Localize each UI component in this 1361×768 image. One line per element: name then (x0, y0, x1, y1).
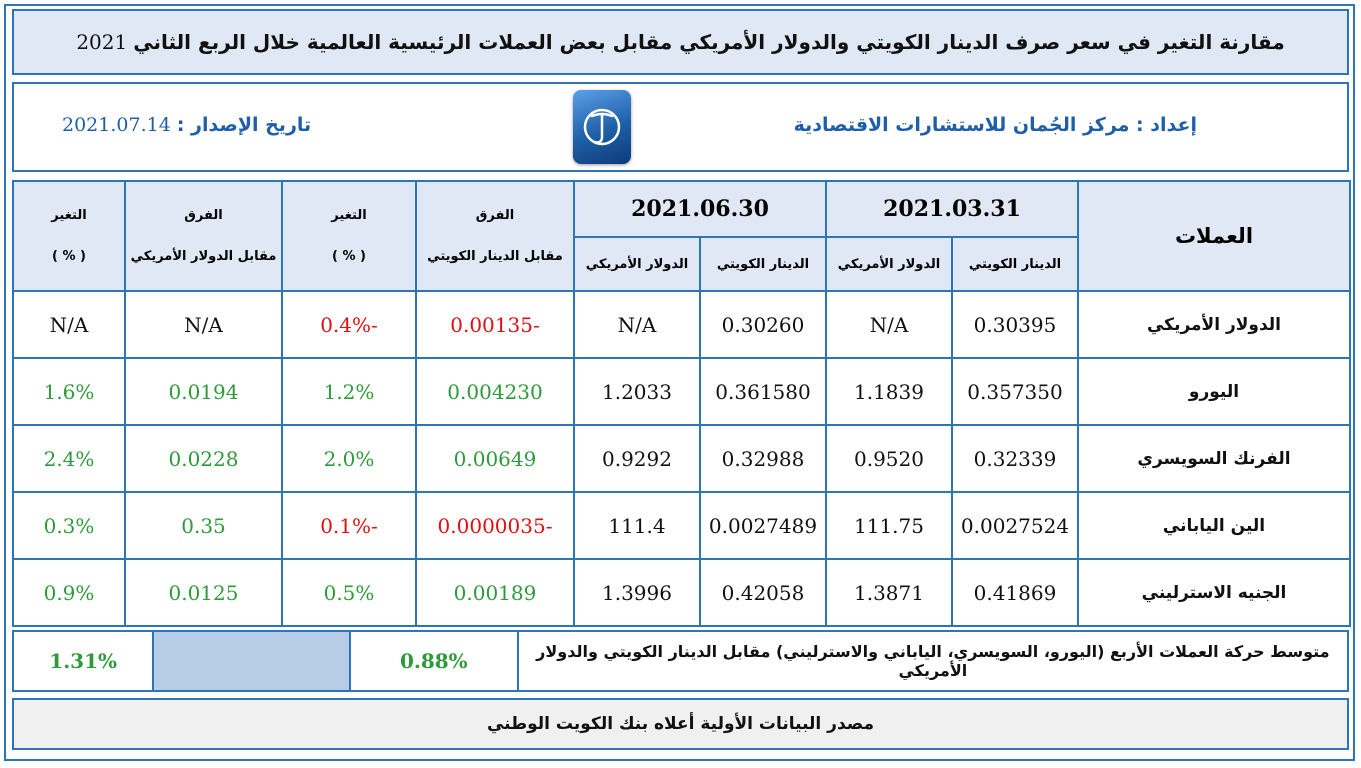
cell-usd1: 0.9520 (825, 424, 953, 493)
usd-col-header-2: الدولار الأمريكي (573, 236, 701, 292)
cell-chg-usd: 0.3% (12, 491, 126, 560)
cell-kwd2: 0.30260 (699, 290, 827, 359)
pct-label: ( % ) (52, 249, 86, 264)
issue-date-value: 2021.07.14 (62, 114, 171, 136)
vs-kwd-label: مقابل الدينار الكويتي (427, 249, 563, 264)
table-row: اليورو 0.357350 1.1839 0.361580 1.2033 0.0042… (12, 357, 1351, 426)
date2-header: 2021.06.30 (573, 180, 827, 238)
cell-chg-kwd: -0.4% (281, 290, 417, 359)
table-row: الدولار الأمريكي 0.30395 N/A 0.30260 N/A -0.0… (12, 290, 1351, 359)
currency-name: الدولار الأمريكي (1077, 290, 1351, 359)
pct-label: ( % ) (332, 249, 366, 264)
kwd-col-header-1: الدينار الكويتي (951, 236, 1079, 292)
rates-table: العملات 2021.03.31 2021.06.30 الفرق مقاب… (12, 180, 1351, 627)
cell-kwd1: 0.41869 (951, 558, 1079, 627)
cell-chg-usd: 1.6% (12, 357, 126, 426)
cell-diff-usd: 0.0228 (124, 424, 283, 493)
cell-diff-kwd: 0.00189 (415, 558, 575, 627)
date1-header: 2021.03.31 (825, 180, 1079, 238)
report-title: مقارنة التغير في سعر صرف الدينار الكويتي… (12, 9, 1349, 75)
currency-name: الين الياباني (1077, 491, 1351, 560)
average-label: متوسط حركة العملات الأربع (اليورو، السوي… (516, 630, 1350, 692)
currencies-header: العملات (1077, 180, 1351, 292)
diff-label: الفرق (475, 208, 515, 223)
cell-kwd1: 0.32339 (951, 424, 1079, 493)
cell-kwd1: 0.30395 (951, 290, 1079, 359)
cell-diff-kwd: 0.004230 (415, 357, 575, 426)
average-vs-usd: 1.31% (11, 630, 155, 692)
cell-diff-usd: 0.0125 (124, 558, 283, 627)
table-row: الجنيه الاسترليني 0.41869 1.3871 0.42058 1.3… (12, 558, 1351, 627)
average-row: متوسط حركة العملات الأربع (اليورو، السوي… (11, 630, 1350, 692)
average-blank-cell (152, 630, 351, 692)
cell-usd2: 1.2033 (573, 357, 701, 426)
currency-name: اليورو (1077, 357, 1351, 426)
cell-usd2: N/A (573, 290, 701, 359)
change-kwd-header: التغير ( % ) (281, 180, 417, 292)
cell-usd1: 1.1839 (825, 357, 953, 426)
cell-chg-usd: 0.9% (12, 558, 126, 627)
kwd-col-header-2: الدينار الكويتي (699, 236, 827, 292)
change-label: التغير (51, 208, 87, 223)
vs-usd-label: مقابل الدولار الأمريكي (130, 249, 277, 264)
cell-kwd1: 0.0027524 (951, 491, 1079, 560)
cell-usd1: 1.3871 (825, 558, 953, 627)
cell-chg-kwd: 2.0% (281, 424, 417, 493)
prepared-label: إعداد : (1136, 114, 1197, 136)
cell-chg-usd: 2.4% (12, 424, 126, 493)
diff-label: الفرق (184, 208, 223, 223)
cell-chg-kwd: 0.5% (281, 558, 417, 627)
prepared-by-value: مركز الجُمان للاستشارات الاقتصادية (793, 114, 1130, 136)
cell-usd2: 111.4 (573, 491, 701, 560)
cell-chg-kwd: 1.2% (281, 357, 417, 426)
change-usd-header: التغير ( % ) (12, 180, 126, 292)
currency-name: الجنيه الاسترليني (1077, 558, 1351, 627)
cell-chg-kwd: -0.1% (281, 491, 417, 560)
cell-diff-kwd: -0.0000035 (415, 491, 575, 560)
logo-glyph-icon (583, 108, 621, 146)
table-row: الفرنك السويسري 0.32339 0.9520 0.32988 0.929… (12, 424, 1351, 493)
table-row: الين الياباني 0.0027524 111.75 0.0027489 111… (12, 491, 1351, 560)
cell-diff-kwd: 0.00649 (415, 424, 575, 493)
average-vs-kwd: 0.88% (348, 630, 519, 692)
title-year: 2021 (76, 30, 128, 54)
diff-kwd-header: الفرق مقابل الدينار الكويتي (415, 180, 575, 292)
cell-usd2: 1.3996 (573, 558, 701, 627)
info-bar: إعداد : مركز الجُمان للاستشارات الاقتصاد… (12, 82, 1349, 172)
cell-diff-usd: 0.0194 (124, 357, 283, 426)
title-text: مقارنة التغير في سعر صرف الدينار الكويتي… (133, 30, 1285, 54)
change-label: التغير (331, 208, 367, 223)
cell-usd2: 0.9292 (573, 424, 701, 493)
prepared-by: إعداد : مركز الجُمان للاستشارات الاقتصاد… (794, 114, 1197, 136)
aljuman-logo-icon (573, 90, 631, 164)
cell-kwd1: 0.357350 (951, 357, 1079, 426)
cell-diff-usd: N/A (124, 290, 283, 359)
usd-col-header-1: الدولار الأمريكي (825, 236, 953, 292)
cell-usd1: 111.75 (825, 491, 953, 560)
issue-label: تاريخ الإصدار : (176, 114, 312, 136)
cell-kwd2: 0.361580 (699, 357, 827, 426)
cell-usd1: N/A (825, 290, 953, 359)
cell-kwd2: 0.0027489 (699, 491, 827, 560)
cell-diff-kwd: -0.00135 (415, 290, 575, 359)
cell-diff-usd: 0.35 (124, 491, 283, 560)
cell-chg-usd: N/A (12, 290, 126, 359)
data-source: مصدر البيانات الأولية أعلاه بنك الكويت ا… (12, 698, 1349, 750)
currency-name: الفرنك السويسري (1077, 424, 1351, 493)
cell-kwd2: 0.42058 (699, 558, 827, 627)
diff-usd-header: الفرق مقابل الدولار الأمريكي (124, 180, 283, 292)
cell-kwd2: 0.32988 (699, 424, 827, 493)
issue-date: تاريخ الإصدار : 2021.07.14 (62, 114, 311, 136)
